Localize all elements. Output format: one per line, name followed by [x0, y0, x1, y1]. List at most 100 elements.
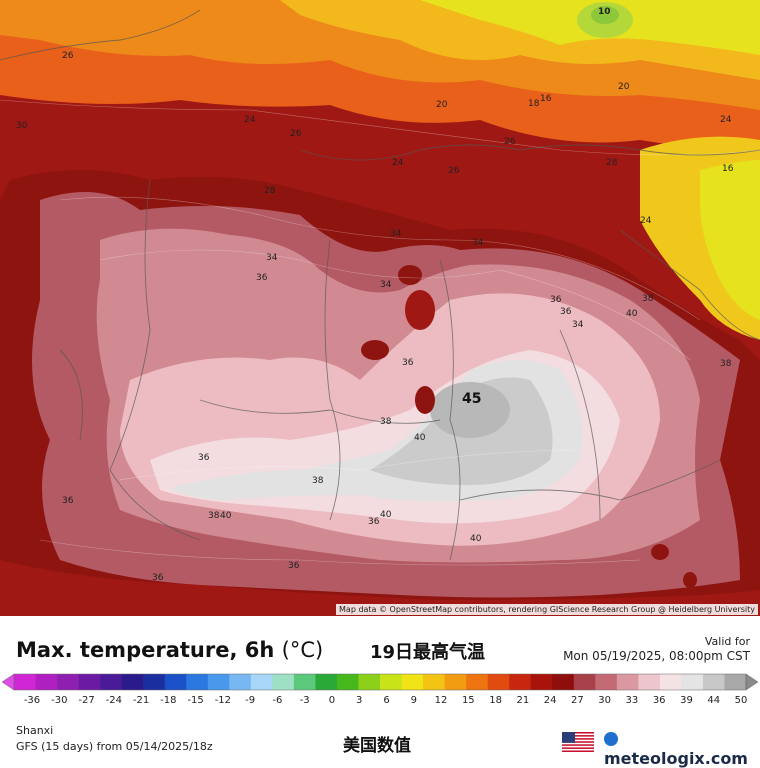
colorbar-swatch: [423, 674, 445, 690]
map-attribution[interactable]: Map data © OpenStreetMap contributors, r…: [336, 604, 758, 615]
contour-label: 34: [572, 320, 584, 330]
colorbar-swatch: [659, 674, 682, 690]
region-label: Shanxi: [16, 724, 54, 737]
contour-label: 40: [470, 534, 482, 544]
contour-label: 38: [312, 476, 324, 486]
contour-label: 10: [598, 7, 611, 17]
chinese-title: 19日最高气温: [370, 642, 486, 663]
colorbar-swatch: [401, 674, 424, 690]
contour-label: 34: [266, 253, 278, 263]
meteologix-logo-icon: [604, 732, 618, 746]
contour-label: 26: [290, 129, 302, 139]
contour-label: 38: [642, 294, 654, 304]
colorbar-swatch: [466, 674, 488, 690]
contour-label: 40: [380, 510, 392, 520]
colorbar-max-arrow: [745, 673, 759, 691]
contour-label: 40: [220, 511, 232, 521]
contour-label: 28: [606, 158, 618, 168]
colorbar-tick-label: 21: [516, 695, 529, 706]
contour-label: 20: [436, 100, 448, 110]
colorbar-tick-label: 3: [356, 695, 362, 706]
contour-label: 40: [414, 433, 426, 443]
colorbar-swatch: [595, 674, 618, 690]
colorbar-swatch: [573, 674, 596, 690]
colorbar-tick-label: -15: [187, 695, 203, 706]
contour-label: 38: [380, 417, 392, 427]
colorbar-tick-label: -24: [106, 695, 122, 706]
contour-label: 36: [288, 561, 300, 571]
colorbar-swatch: [681, 674, 704, 690]
colorbar-tick-label: 50: [735, 695, 748, 706]
colorbar-tick-label: -36: [24, 695, 40, 706]
colorbar-swatch: [186, 674, 209, 690]
colorbar-swatch: [229, 674, 252, 690]
colorbar-tick-label: 24: [544, 695, 557, 706]
colorbar-swatch: [57, 674, 79, 690]
colorbar-tick-label: -9: [245, 695, 255, 706]
model-run-label: GFS (15 days) from 05/14/2025/18z: [16, 740, 213, 753]
contour-label: 38: [208, 511, 220, 521]
colorbar-tick-label: 36: [653, 695, 666, 706]
contour-label: 30: [16, 121, 28, 131]
contour-label: 24: [392, 158, 404, 168]
colorbar-tick-label: 39: [680, 695, 693, 706]
temperature-map[interactable]: 10 26 30 24 26 20 18 16 20 24 24 26 26 28 16 28 24 34 36 34…: [0, 0, 760, 616]
contour-label: 36: [402, 358, 414, 368]
colorbar-legend: -36 -30 -27 -24 -21 -18 -15 -12 -9 -6 -3 0 3 6 9 12 15 18…: [1, 673, 759, 706]
colorbar-tick-label: 15: [462, 695, 475, 706]
contour-label: 26: [504, 137, 516, 147]
chart-title: Max. temperature, 6h (°C): [16, 638, 324, 662]
peak-temperature-label: 45: [462, 391, 481, 407]
colorbar-tick-label: -3: [300, 695, 310, 706]
colorbar-swatch: [616, 674, 639, 690]
colorbar-swatch: [250, 674, 273, 690]
colorbar-swatch: [293, 674, 316, 690]
colorbar-tick-label: -18: [160, 695, 176, 706]
colorbar-swatch: [724, 674, 747, 690]
contour-label: 24: [244, 115, 256, 125]
valid-time: Mon 05/19/2025, 08:00pm CST: [563, 649, 750, 663]
colorbar-tick-label: 0: [329, 695, 335, 706]
contour-label: 36: [550, 295, 562, 305]
contour-label: 36: [198, 453, 210, 463]
colorbar-tick-label: 27: [571, 695, 584, 706]
colorbar-tick-label: 30: [598, 695, 611, 706]
colorbar-swatch: [164, 674, 187, 690]
contour-label: 34: [472, 238, 484, 248]
colorbar-swatch: [638, 674, 661, 690]
contour-label: 40: [626, 309, 638, 319]
colorbar-swatch: [14, 674, 36, 690]
contour-label: 20: [618, 82, 630, 92]
contour-label: 24: [720, 115, 732, 125]
contour-label: 36: [62, 496, 74, 506]
colorbar-swatch: [487, 674, 510, 690]
meteologix-brand[interactable]: meteologix.com: [604, 730, 760, 768]
colorbar-tick-label: -12: [215, 695, 231, 706]
us-flag-icon: [562, 732, 594, 752]
colorbar-tick-label: 6: [383, 695, 389, 706]
colorbar-tick-label: -27: [78, 695, 94, 706]
colorbar-swatch: [78, 674, 101, 690]
contour-label: 34: [380, 280, 392, 290]
contour-label: 36: [560, 307, 572, 317]
contour-label: 18: [528, 99, 540, 109]
colorbar-swatch: [358, 674, 381, 690]
contour-label: 24: [640, 216, 652, 226]
contour-label: 36: [256, 273, 268, 283]
colorbar-swatch: [272, 674, 295, 690]
colorbar-min-arrow: [1, 673, 15, 691]
colorbar-swatch: [207, 674, 230, 690]
colorbar-swatch: [315, 674, 338, 690]
colorbar-swatch: [509, 674, 532, 690]
contour-label: 38: [720, 359, 732, 369]
colorbar-swatch: [143, 674, 166, 690]
contour-label: 26: [448, 166, 460, 176]
valid-label: Valid for: [704, 635, 750, 648]
contour-label: 28: [264, 186, 276, 196]
contour-label: 36: [368, 517, 380, 527]
contour-label: 16: [540, 94, 552, 104]
chinese-subtitle: 美国数值: [343, 736, 411, 756]
colorbar-swatch: [444, 674, 467, 690]
